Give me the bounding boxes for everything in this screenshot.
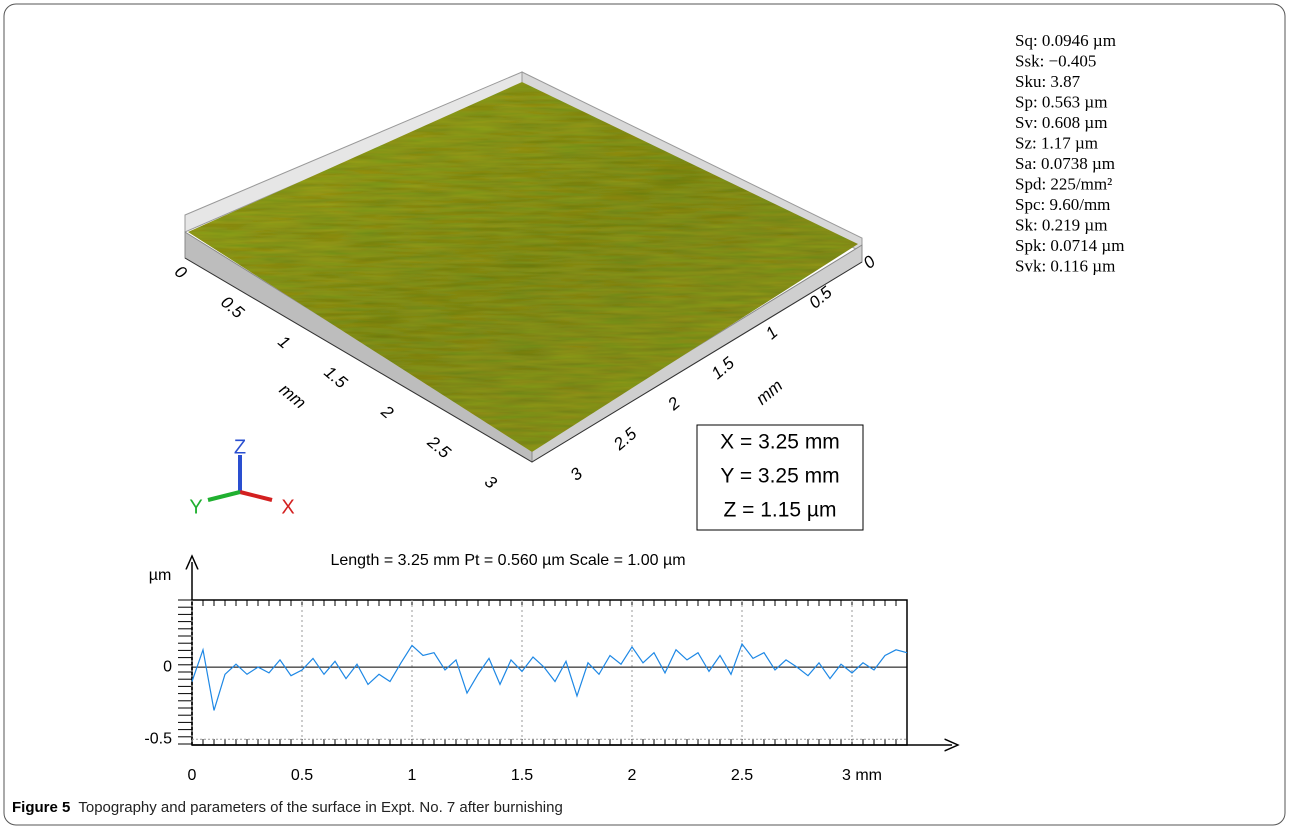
y-tick-label: 0 <box>163 658 172 675</box>
surface-plot <box>184 71 864 531</box>
edge <box>184 257 533 463</box>
y-axis-label: µm <box>149 567 172 584</box>
x-tick-label: 3 mm <box>842 767 882 784</box>
chart-title: Length = 3.25 mm Pt = 0.560 µm Scale = 1… <box>330 552 685 569</box>
surface-tick-label: 3 <box>567 464 587 485</box>
parameter: Sa: 0.0738 µm <box>1015 154 1115 173</box>
parameter: Sv: 0.608 µm <box>1015 113 1107 132</box>
parameter: Ssk: −0.405 <box>1015 51 1096 70</box>
dimension-box <box>696 424 864 531</box>
x-tick-label: 1 <box>408 767 417 784</box>
y-tick-label: -0.5 <box>144 730 172 747</box>
surface <box>188 82 858 452</box>
surface-axis-unit: mm <box>276 380 310 413</box>
x-tick-label: 1.5 <box>511 767 533 784</box>
x-tick-label: 0.5 <box>291 767 313 784</box>
parameter: Svk: 0.116 µm <box>1015 256 1115 275</box>
triad-label: Y <box>189 496 202 518</box>
surface-tick-label: 2 <box>377 401 398 423</box>
surface-tick-label: 0 <box>171 262 191 283</box>
surface-tick-label: 1.5 <box>708 353 739 383</box>
parameter: Spc: 9.60/mm <box>1015 195 1110 214</box>
parameter: Spk: 0.0714 µm <box>1015 236 1124 255</box>
parameter: Sq: 0.0946 µm <box>1015 31 1116 50</box>
surface-axis-unit: mm <box>752 376 786 409</box>
parameter: Spd: 225/mm² <box>1015 174 1112 193</box>
surface-tick-label: 1 <box>274 332 293 353</box>
x-tick-label: 2.5 <box>731 767 753 784</box>
dimension: X = 3.25 mm <box>720 431 840 454</box>
dimension: Y = 3.25 mm <box>720 465 839 488</box>
figure-frame <box>3 3 1286 826</box>
caption-text: Topography and parameters of the surface… <box>78 799 562 816</box>
surface-tick-label: 1 <box>762 323 781 344</box>
caption: Figure 5 Topography and parameters of the… <box>12 799 563 816</box>
x-tick-label: 2 <box>628 767 637 784</box>
parameter: Sp: 0.563 µm <box>1015 92 1107 111</box>
surface-tick-label: 2.5 <box>609 424 641 455</box>
surface-tick-label: 1.5 <box>320 362 351 392</box>
surface-tick-label: 3 <box>481 472 501 493</box>
edge <box>531 261 863 463</box>
surface-tick-label: 2 <box>664 393 685 415</box>
surface-tick-label: 2.5 <box>423 432 455 463</box>
parameter: Sk: 0.219 µm <box>1015 215 1107 234</box>
triad-label: Z <box>234 436 246 458</box>
x-tick-label: 0 <box>188 767 197 784</box>
surface-tick-label: 0.5 <box>217 292 248 322</box>
triad-axis <box>207 490 241 502</box>
dimension: Z = 1.15 µm <box>723 499 836 522</box>
triad-axis <box>239 490 273 502</box>
triad-label: X <box>281 496 294 518</box>
parameter: Sz: 1.17 µm <box>1015 133 1098 152</box>
surface-tick-label: 0 <box>860 252 880 273</box>
profile-line <box>191 642 908 711</box>
caption-label: Figure 5 <box>12 799 70 816</box>
plot-frame <box>191 599 908 746</box>
parameter: Sku: 3.87 <box>1015 72 1081 91</box>
